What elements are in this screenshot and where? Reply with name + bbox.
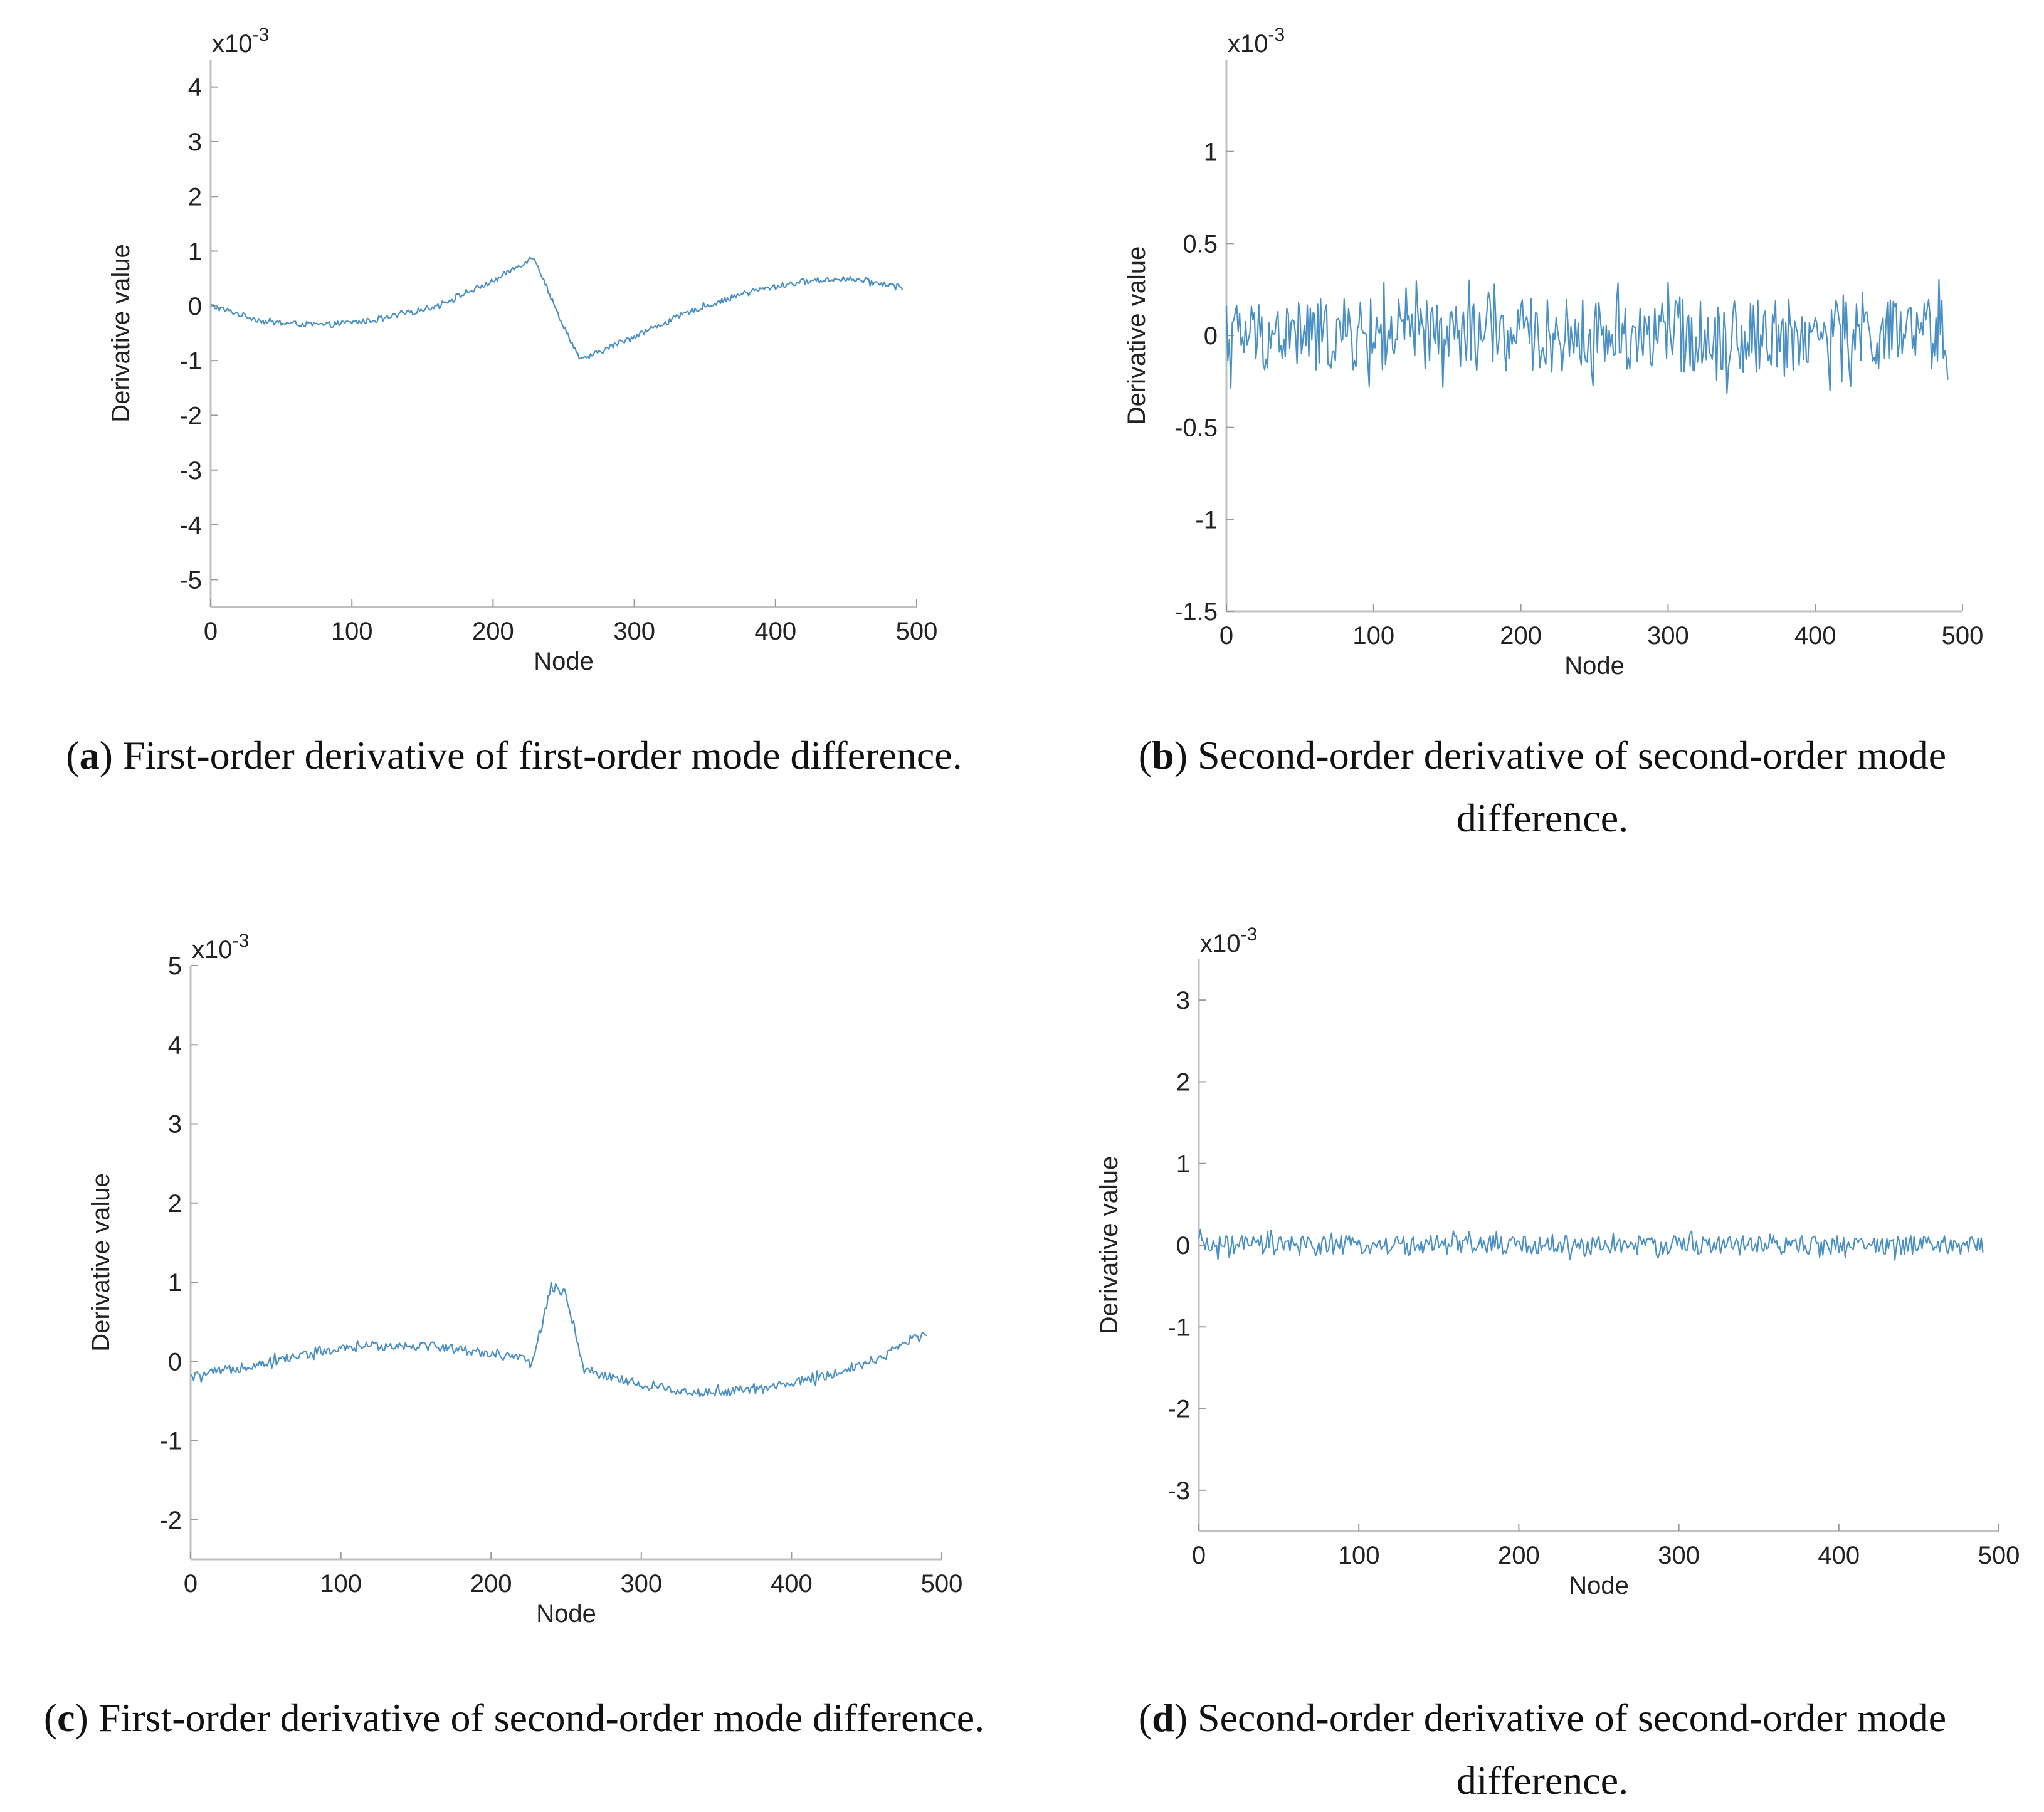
x-tick-label-b-1: 100	[1352, 622, 1394, 650]
caption-a: (a) First-order derivative of first-orde…	[66, 733, 962, 777]
y-tick-label-c-2: 3	[168, 1111, 182, 1139]
y-tick-label-d-2: 1	[1176, 1151, 1190, 1178]
caption-b: (b) Second-order derivative of second-or…	[1138, 733, 1947, 840]
x-tick-label-c-4: 400	[771, 1570, 813, 1598]
x-tick-label-a-2: 200	[472, 618, 514, 645]
x-tick-label-b-0: 0	[1220, 622, 1233, 650]
x-tick-label-d-0: 0	[1192, 1542, 1206, 1569]
x-tick-label-c-2: 200	[470, 1570, 512, 1598]
y-tick-label-b-3: -0.5	[1174, 414, 1218, 442]
x-tick-label-b-4: 400	[1794, 622, 1836, 650]
x-tick-label-a-3: 300	[613, 618, 655, 645]
x-axis-label-c: Node	[536, 1600, 596, 1628]
y-tick-label-d-0: 3	[1176, 987, 1190, 1014]
series-line-c-0	[190, 1281, 927, 1398]
x-axis-label-d: Node	[1569, 1572, 1629, 1599]
x-tick-label-b-3: 300	[1647, 622, 1689, 650]
series-line-d-0	[1198, 1228, 1984, 1261]
caption-b-label: b	[1152, 733, 1174, 777]
x-tick-label-d-3: 300	[1658, 1542, 1700, 1569]
x-tick-label-a-1: 100	[331, 618, 373, 645]
y-tick-label-d-3: 0	[1176, 1232, 1190, 1260]
y-tick-label-b-4: -1	[1195, 506, 1218, 534]
exponent-power-d: -3	[1241, 924, 1258, 945]
exponent-power-b: -3	[1268, 24, 1285, 45]
x-tick-label-c-5: 500	[921, 1570, 963, 1598]
y-tick-label-a-5: -1	[179, 347, 202, 375]
y-tick-label-a-7: -3	[179, 457, 202, 485]
y-axis-label-a: Derivative value	[107, 244, 135, 423]
chart-d: 3 2 1 0 -1 -2 -3 0 100 200 300 400 500 Node Derivative…	[1095, 924, 2020, 1599]
y-tick-label-c-0: 5	[168, 952, 182, 980]
y-axis-label-c: Derivative value	[87, 1173, 115, 1352]
y-tick-label-c-4: 1	[168, 1269, 182, 1297]
caption-a-label: a	[79, 733, 100, 777]
x-tick-label-a-0: 0	[204, 618, 218, 645]
caption-d-text: Second-order derivative of second-order …	[1198, 1695, 1947, 1803]
caption-d: (d) Second-order derivative of second-or…	[1138, 1695, 1947, 1803]
chart-c: 5 4 3 2 1 0 -1 -2 0 100 200 300 400 500 Node Derivative…	[87, 930, 962, 1628]
x-tick-label-d-4: 400	[1818, 1542, 1860, 1569]
y-axis-label-d: Derivative value	[1095, 1156, 1123, 1335]
series-line-b-0	[1225, 278, 1949, 394]
y-tick-label-a-1: 3	[188, 129, 202, 156]
caption-d-label: d	[1152, 1695, 1174, 1740]
x-tick-label-c-0: 0	[184, 1570, 198, 1598]
x-tick-label-d-2: 200	[1498, 1542, 1540, 1569]
caption-b-text: Second-order derivative of second-order …	[1198, 733, 1947, 840]
y-tick-label-d-4: -1	[1167, 1314, 1190, 1341]
y-tick-label-c-7: -2	[159, 1507, 182, 1534]
x-tick-label-c-3: 300	[620, 1570, 662, 1598]
x-tick-label-d-5: 500	[1978, 1542, 2020, 1569]
y-tick-label-a-8: -4	[179, 512, 202, 539]
y-tick-label-c-5: 0	[168, 1348, 182, 1376]
exponent-b: x10-3	[1228, 24, 1285, 58]
y-tick-label-c-3: 2	[168, 1190, 182, 1218]
y-tick-label-b-2: 0	[1204, 322, 1218, 350]
exponent-power-a: -3	[253, 24, 270, 45]
caption-c: (c) First-order derivative of second-ord…	[43, 1695, 985, 1740]
y-tick-label-a-3: 1	[188, 238, 202, 266]
x-tick-label-a-4: 400	[754, 618, 796, 645]
exponent-d: x10-3	[1200, 924, 1257, 957]
caption-c-label: c	[57, 1695, 75, 1740]
series-line-a-0	[210, 256, 903, 360]
y-tick-label-a-6: -2	[179, 402, 202, 429]
chart-b: 10.50-0.5-1-1.50 100 200 300 400 500NodeDeriv…	[1123, 24, 1983, 680]
y-tick-label-c-1: 4	[168, 1031, 182, 1059]
x-tick-label-d-1: 100	[1338, 1542, 1380, 1569]
x-axis-label-b: Node	[1564, 652, 1625, 680]
caption-c-text: First-order derivative of second-order m…	[98, 1695, 985, 1740]
y-tick-label-d-6: -3	[1167, 1477, 1190, 1505]
y-tick-label-b-5: -1.5	[1174, 598, 1218, 626]
y-tick-label-d-1: 2	[1176, 1068, 1190, 1096]
y-tick-label-b-0: 1	[1204, 139, 1218, 166]
y-tick-label-a-9: -5	[179, 566, 202, 594]
x-tick-label-b-2: 200	[1500, 622, 1542, 650]
exponent-power-c: -3	[233, 930, 250, 951]
y-tick-label-c-6: -1	[159, 1428, 182, 1455]
y-tick-label-b-1: 0.5	[1183, 230, 1218, 258]
y-tick-label-a-2: 2	[188, 183, 202, 211]
y-tick-label-d-5: -2	[1167, 1396, 1190, 1423]
exponent-a: x10-3	[212, 24, 269, 58]
caption-a-text: First-order derivative of first-order mo…	[122, 733, 962, 777]
y-axis-label-b: Derivative value	[1123, 246, 1151, 425]
x-tick-label-a-5: 500	[896, 618, 938, 645]
y-tick-label-a-4: 0	[188, 293, 202, 320]
x-axis-label-a: Node	[534, 648, 594, 675]
exponent-c: x10-3	[192, 930, 249, 964]
x-tick-label-c-1: 100	[320, 1570, 362, 1598]
y-tick-label-a-0: 4	[188, 74, 202, 102]
x-tick-label-b-5: 500	[1942, 622, 1984, 650]
